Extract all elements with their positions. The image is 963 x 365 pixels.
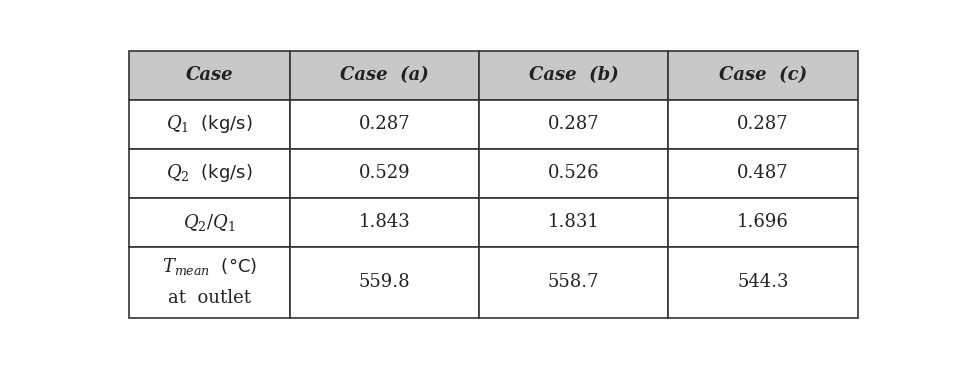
Bar xyxy=(668,51,858,100)
Bar xyxy=(129,149,290,198)
Bar xyxy=(129,247,290,318)
Bar xyxy=(668,247,858,318)
Text: 0.487: 0.487 xyxy=(738,164,789,182)
Bar xyxy=(479,51,668,100)
Text: 0.529: 0.529 xyxy=(358,164,410,182)
Bar xyxy=(479,149,668,198)
Text: $\mathit{T}_{mean}$  (°C): $\mathit{T}_{mean}$ (°C) xyxy=(162,256,257,277)
Text: Case  (a): Case (a) xyxy=(340,66,429,84)
Text: Case  (c): Case (c) xyxy=(719,66,807,84)
Text: $\mathit{Q}_2$  (kg/s): $\mathit{Q}_2$ (kg/s) xyxy=(167,162,252,184)
Text: Case: Case xyxy=(186,66,233,84)
Text: 0.287: 0.287 xyxy=(548,115,600,133)
Text: Case  (b): Case (b) xyxy=(529,66,618,84)
Bar xyxy=(479,247,668,318)
Text: $\mathit{Q}_1$  (kg/s): $\mathit{Q}_1$ (kg/s) xyxy=(167,113,252,135)
Text: at  outlet: at outlet xyxy=(168,289,251,307)
Bar xyxy=(668,198,858,247)
Text: 1.843: 1.843 xyxy=(358,213,410,231)
Text: 558.7: 558.7 xyxy=(548,273,599,291)
Text: $\mathit{Q}_2/\mathit{Q}_1$: $\mathit{Q}_2/\mathit{Q}_1$ xyxy=(183,212,236,233)
Bar xyxy=(668,149,858,198)
Bar xyxy=(290,100,479,149)
Bar xyxy=(129,198,290,247)
Bar xyxy=(290,247,479,318)
Bar xyxy=(479,198,668,247)
Text: 544.3: 544.3 xyxy=(738,273,789,291)
Bar xyxy=(479,100,668,149)
Text: 0.287: 0.287 xyxy=(738,115,789,133)
Bar xyxy=(668,100,858,149)
Text: 0.526: 0.526 xyxy=(548,164,600,182)
Text: 559.8: 559.8 xyxy=(358,273,410,291)
Bar xyxy=(290,149,479,198)
Bar xyxy=(129,51,290,100)
Bar xyxy=(290,198,479,247)
Bar xyxy=(129,100,290,149)
Text: 1.831: 1.831 xyxy=(548,213,600,231)
Text: 0.287: 0.287 xyxy=(358,115,410,133)
Bar xyxy=(290,51,479,100)
Text: 1.696: 1.696 xyxy=(737,213,789,231)
